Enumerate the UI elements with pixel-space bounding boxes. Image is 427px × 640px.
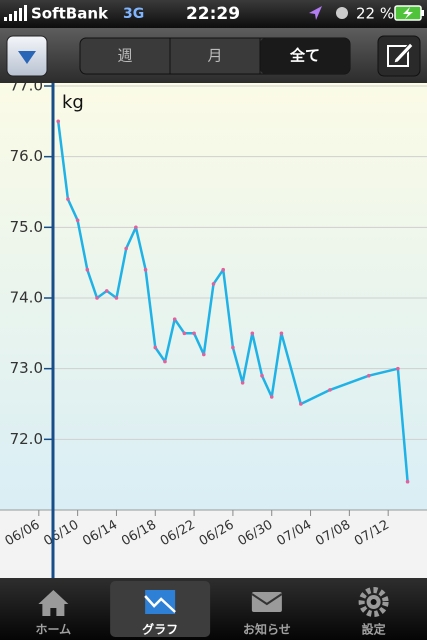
data-point xyxy=(114,296,119,300)
data-point xyxy=(124,246,128,251)
data-point xyxy=(143,267,148,272)
tab-icon-shape xyxy=(370,599,377,605)
data-point xyxy=(366,373,371,378)
data-point xyxy=(201,352,206,357)
data-point xyxy=(396,366,400,371)
data-point xyxy=(66,197,70,201)
battery-icon xyxy=(394,5,424,21)
tab-icon-shape xyxy=(358,587,389,617)
clock: 22:29 xyxy=(186,4,240,24)
tab-icon-shape xyxy=(251,593,283,606)
tab-icon xyxy=(144,590,176,614)
tab-label[interactable]: グラフ xyxy=(142,622,178,637)
data-point xyxy=(211,282,216,286)
y-tick-label: 73.0 xyxy=(10,359,43,377)
data-point xyxy=(85,267,90,272)
segment-selected xyxy=(260,38,350,74)
tab-icon xyxy=(358,587,389,617)
tab-label[interactable]: ホーム xyxy=(36,623,72,637)
y-tick-label: 76.0 xyxy=(10,147,43,165)
data-point xyxy=(134,225,138,230)
data-point xyxy=(240,381,245,385)
segment-label[interactable]: 週 xyxy=(117,47,132,65)
tab-icon-shape xyxy=(144,595,176,613)
tab-icon-shape xyxy=(251,592,282,612)
y-tick-label: 72.0 xyxy=(10,430,43,448)
tab-icon xyxy=(251,592,283,612)
data-point xyxy=(95,296,99,300)
data-point xyxy=(269,395,274,399)
data-point xyxy=(328,388,332,392)
tab-items: ホーム グラフ お知らせ 設定 xyxy=(36,581,389,637)
data-point xyxy=(279,331,284,336)
data-point xyxy=(153,345,158,350)
tab-icon xyxy=(38,590,69,616)
carrier: SoftBank xyxy=(31,5,109,23)
tab-bar xyxy=(0,578,427,640)
tab-label[interactable]: 設定 xyxy=(362,622,386,637)
data-point xyxy=(75,218,80,223)
data-point xyxy=(163,359,167,364)
data-point xyxy=(299,402,303,406)
y-tick-label: 74.0 xyxy=(10,289,43,307)
status-bar xyxy=(0,0,427,28)
data-point xyxy=(172,317,177,322)
segment-label[interactable]: 全て xyxy=(289,47,320,65)
data-point xyxy=(231,345,235,350)
tab-label[interactable]: お知らせ xyxy=(243,622,291,637)
data-point xyxy=(221,267,226,272)
data-point xyxy=(405,479,410,484)
battery-percent: 22 % xyxy=(356,5,394,23)
alarm-icon xyxy=(336,7,348,19)
plot-background xyxy=(0,83,427,510)
compose-button[interactable] xyxy=(377,35,421,77)
data-point xyxy=(56,119,61,124)
data-point xyxy=(260,373,264,378)
segmented-control: 週 月 全て xyxy=(79,37,351,75)
y-axis-label: kg xyxy=(62,92,84,113)
data-point xyxy=(104,289,109,293)
signal-icon xyxy=(4,5,27,21)
segment-label[interactable]: 月 xyxy=(207,47,222,65)
dropdown-button[interactable] xyxy=(6,35,48,77)
network: 3G xyxy=(123,6,144,22)
data-point xyxy=(250,331,255,336)
data-point xyxy=(182,331,187,336)
y-tick-label: 75.0 xyxy=(10,218,43,236)
location-icon xyxy=(309,6,322,20)
tab-icon-shape xyxy=(38,590,69,616)
x-axis-band xyxy=(0,510,427,578)
data-point xyxy=(192,331,196,336)
